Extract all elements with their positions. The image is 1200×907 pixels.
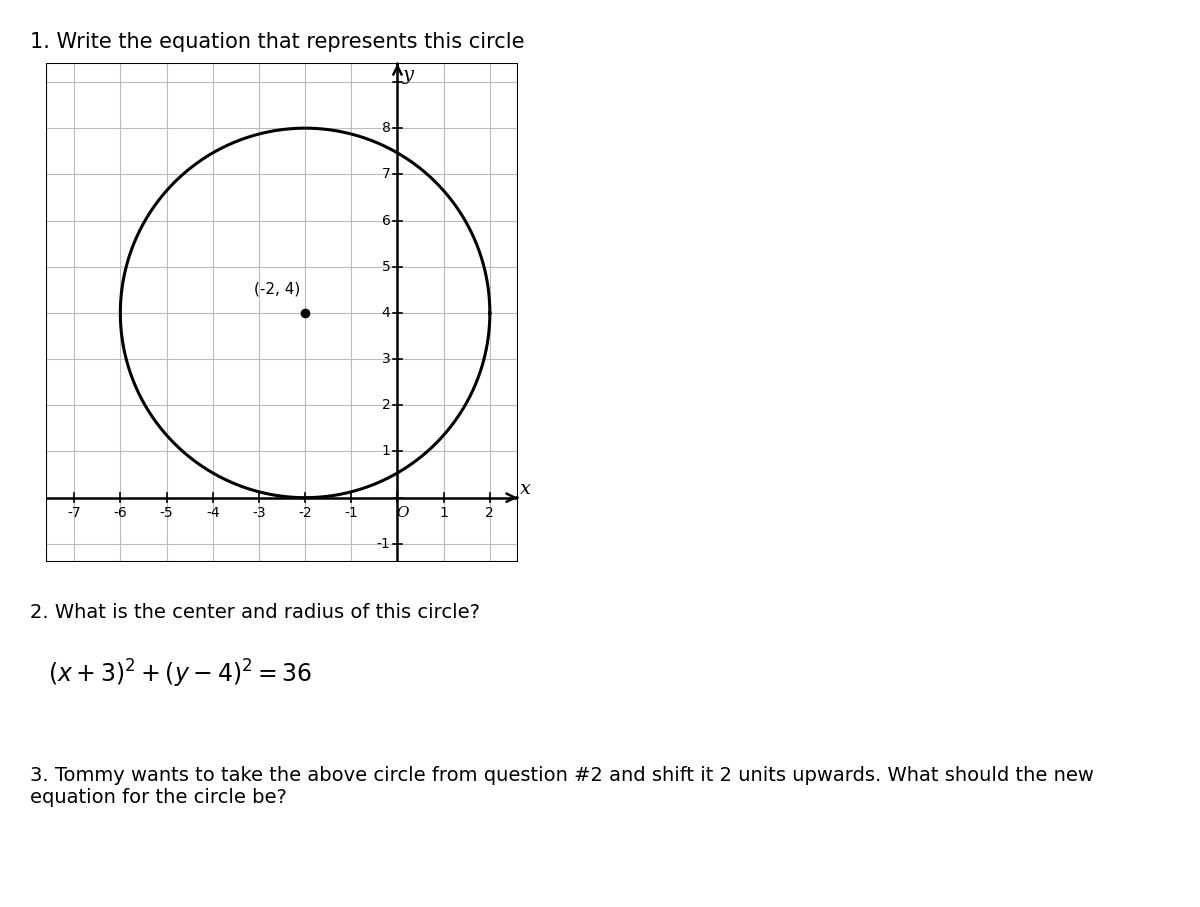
- Text: $(x + 3)^2 + (y - 4)^2 = 36$: $(x + 3)^2 + (y - 4)^2 = 36$: [48, 658, 312, 690]
- Text: 7: 7: [382, 168, 390, 181]
- Text: -1: -1: [344, 506, 358, 520]
- Text: 3. Tommy wants to take the above circle from question #2 and shift it 2 units up: 3. Tommy wants to take the above circle …: [30, 766, 1094, 807]
- Text: y: y: [403, 66, 414, 83]
- Text: 2. What is the center and radius of this circle?: 2. What is the center and radius of this…: [30, 603, 480, 622]
- Text: 3: 3: [382, 352, 390, 366]
- Text: 6: 6: [382, 213, 390, 228]
- Text: 1: 1: [439, 506, 448, 520]
- Text: 8: 8: [382, 122, 390, 135]
- Text: -3: -3: [252, 506, 265, 520]
- Text: -5: -5: [160, 506, 173, 520]
- Text: 5: 5: [382, 259, 390, 274]
- Text: -7: -7: [67, 506, 80, 520]
- Text: O: O: [397, 506, 409, 520]
- Text: x: x: [520, 481, 530, 498]
- Text: (-2, 4): (-2, 4): [254, 282, 300, 297]
- Text: 4: 4: [382, 306, 390, 320]
- Text: -4: -4: [206, 506, 220, 520]
- Text: 2: 2: [382, 398, 390, 413]
- Text: -6: -6: [114, 506, 127, 520]
- Text: 2: 2: [486, 506, 494, 520]
- Text: 1: 1: [382, 444, 390, 458]
- Text: 1. Write the equation that represents this circle: 1. Write the equation that represents th…: [30, 32, 524, 52]
- Text: -2: -2: [299, 506, 312, 520]
- Text: -1: -1: [377, 537, 390, 551]
